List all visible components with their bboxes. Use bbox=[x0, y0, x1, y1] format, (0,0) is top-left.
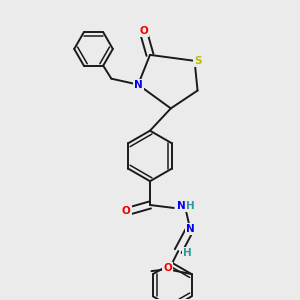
Text: N: N bbox=[186, 224, 194, 234]
Text: S: S bbox=[194, 56, 201, 66]
Text: O: O bbox=[140, 26, 148, 36]
Text: H: H bbox=[183, 248, 191, 257]
Text: O: O bbox=[122, 206, 130, 216]
Text: O: O bbox=[164, 263, 172, 273]
Text: N: N bbox=[177, 201, 186, 211]
Text: H: H bbox=[186, 201, 194, 211]
Text: N: N bbox=[134, 80, 142, 90]
